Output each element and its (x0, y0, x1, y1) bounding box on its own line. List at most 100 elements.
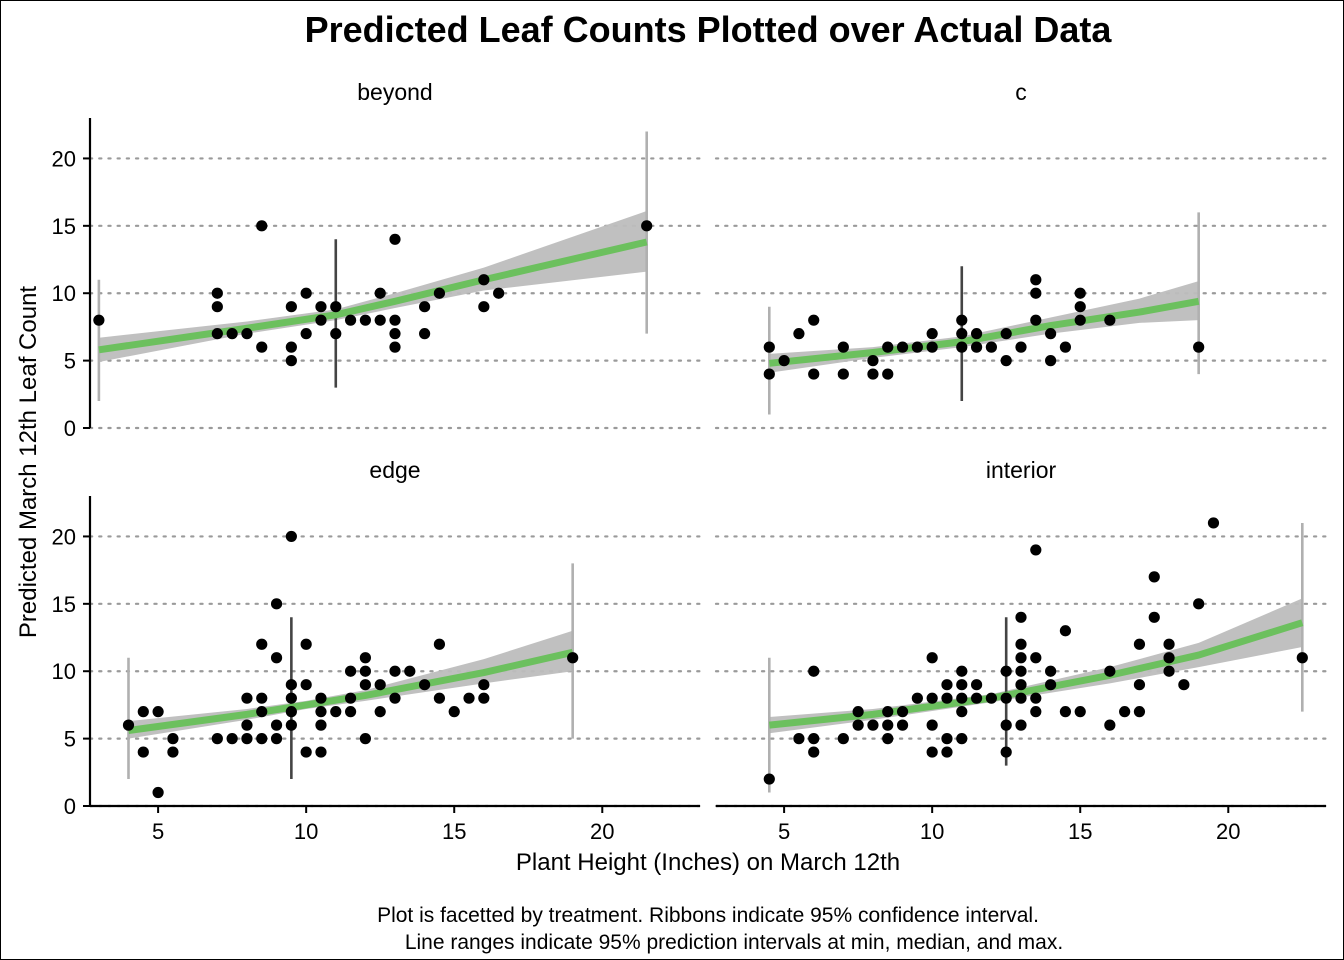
data-point (1163, 638, 1175, 650)
data-point (1059, 341, 1072, 353)
data-point (478, 301, 490, 313)
data-point (1074, 314, 1086, 326)
panel-beyond: beyond 0 5 10 15 20 (52, 79, 702, 441)
data-point (1015, 638, 1027, 650)
data-point (956, 706, 968, 718)
data-point (1030, 314, 1042, 326)
data-point (808, 733, 820, 745)
data-point (344, 706, 357, 718)
data-point (882, 733, 894, 745)
data-point (970, 341, 983, 353)
data-point (433, 692, 446, 704)
panel-edge: edge 0 5 10 15 20 5 10 15 20 (52, 457, 702, 844)
data-point (211, 287, 223, 299)
data-point (1000, 746, 1012, 758)
data-point (956, 341, 968, 353)
data-point (852, 706, 864, 718)
data-point (763, 341, 775, 353)
data-point (300, 638, 312, 650)
data-point (93, 314, 105, 326)
data-point (1148, 571, 1160, 583)
data-point (1000, 328, 1012, 340)
data-point (941, 692, 953, 704)
data-point (1163, 665, 1175, 677)
data-point (763, 368, 775, 380)
data-point (970, 679, 983, 691)
data-point (941, 746, 953, 758)
data-point (285, 341, 297, 353)
data-point (1015, 611, 1027, 623)
data-point (1074, 287, 1086, 299)
data-point (896, 706, 909, 718)
data-point (1119, 706, 1131, 718)
data-point (374, 287, 386, 299)
data-point (852, 719, 864, 731)
data-point (837, 341, 849, 353)
data-point (330, 328, 342, 340)
data-point (419, 679, 431, 691)
facet-label-beyond: beyond (357, 79, 432, 105)
data-point (882, 719, 894, 731)
data-point (315, 314, 327, 326)
data-point (359, 733, 371, 745)
x-tick-label: 5 (152, 819, 164, 844)
data-point (285, 301, 297, 313)
data-point (1045, 328, 1057, 340)
data-point (359, 314, 371, 326)
data-point (315, 719, 327, 731)
data-point (1030, 706, 1042, 718)
data-point (1015, 665, 1027, 677)
data-point (122, 719, 135, 731)
data-point (882, 706, 894, 718)
data-point (1104, 665, 1116, 677)
data-point (1148, 611, 1160, 623)
data-point (315, 746, 327, 758)
data-point (956, 733, 968, 745)
data-point (419, 328, 431, 340)
data-point (763, 773, 775, 785)
data-point (1045, 355, 1057, 367)
data-point (493, 287, 505, 299)
data-point (389, 692, 401, 704)
x-tick-label: 5 (778, 819, 790, 844)
data-point (926, 328, 938, 340)
x-tick-label: 20 (1216, 819, 1240, 844)
y-tick-label: 15 (52, 214, 76, 239)
data-point (344, 692, 357, 704)
data-point (1015, 679, 1027, 691)
data-point (256, 692, 268, 704)
panel-c: c (714, 79, 1328, 430)
data-point (315, 301, 327, 313)
y-axis-title: Predicted March 12th Leaf Count (15, 286, 42, 639)
data-point (359, 679, 371, 691)
data-point (808, 368, 820, 380)
data-point (389, 233, 401, 245)
data-point (1000, 355, 1012, 367)
data-point (1045, 665, 1057, 677)
data-point (463, 692, 475, 704)
y-tick-label: 0 (64, 794, 76, 819)
data-point (359, 652, 371, 664)
data-point (1059, 706, 1072, 718)
y-tick-label: 0 (64, 416, 76, 441)
data-point (241, 733, 253, 745)
data-point (641, 220, 653, 232)
data-point (285, 706, 297, 718)
data-point (256, 733, 268, 745)
data-point (167, 746, 179, 758)
data-point (300, 328, 312, 340)
data-point (285, 692, 297, 704)
data-point (270, 719, 283, 731)
caption-line-2: Line ranges indicate 95% prediction inte… (405, 931, 1063, 954)
data-point (911, 692, 923, 704)
data-point (867, 719, 879, 731)
y-tick-label: 5 (64, 349, 76, 374)
data-point (956, 665, 968, 677)
data-point (793, 328, 805, 340)
data-point (956, 679, 968, 691)
data-point (911, 341, 923, 353)
data-point (896, 341, 909, 353)
data-point (956, 314, 968, 326)
